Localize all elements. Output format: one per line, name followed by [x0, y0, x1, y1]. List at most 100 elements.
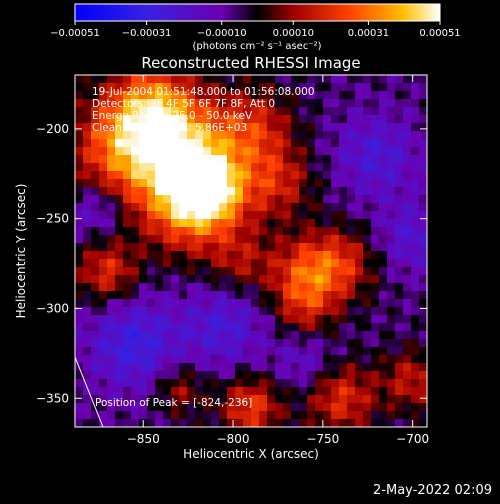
heatmap-cell [227, 387, 236, 396]
heatmap-cell [355, 315, 364, 324]
heatmap-cell [203, 211, 212, 220]
heatmap-cell [387, 75, 396, 84]
heatmap-cell [307, 275, 316, 284]
heatmap-cell [187, 163, 196, 172]
heatmap-cell [323, 139, 332, 148]
heatmap-cell [235, 131, 244, 140]
heatmap-cell [371, 355, 380, 364]
heatmap-cell [355, 419, 364, 427]
heatmap-cell [211, 235, 220, 244]
heatmap-cell [187, 315, 196, 324]
heatmap-cell [179, 419, 188, 427]
heatmap-cell [171, 187, 180, 196]
heatmap-cell [131, 75, 140, 84]
heatmap-cell [307, 307, 316, 316]
heatmap-cell [315, 243, 324, 252]
heatmap-cell [419, 387, 427, 396]
heatmap-cell [363, 219, 372, 228]
heatmap-cell [211, 411, 220, 420]
heatmap-cell [403, 275, 412, 284]
heatmap-cell [299, 395, 308, 404]
heatmap-cell [355, 403, 364, 412]
heatmap-cell [395, 187, 404, 196]
heatmap-cell [259, 347, 268, 356]
heatmap-cell [203, 139, 212, 148]
heatmap-cell [139, 355, 148, 364]
colorbar-ticks: −0.00051 −0.00031 −0.00010 0.00010 0.00031 0.… [50, 21, 461, 39]
heatmap-cell [75, 275, 84, 284]
heatmap-cell [115, 331, 124, 340]
heatmap-cell [315, 155, 324, 164]
heatmap-cell [75, 403, 84, 412]
heatmap-cell [155, 75, 164, 84]
heatmap-cell [347, 387, 356, 396]
heatmap-cell [179, 275, 188, 284]
heatmap-cell [339, 371, 348, 380]
heatmap-cell [235, 251, 244, 260]
heatmap-cell [75, 171, 84, 180]
heatmap-cell [179, 315, 188, 324]
heatmap-cell [275, 395, 284, 404]
heatmap-cell [283, 195, 292, 204]
heatmap-cell [347, 235, 356, 244]
heatmap-cell [147, 115, 156, 124]
heatmap-cell [219, 219, 228, 228]
heatmap-cell [243, 171, 252, 180]
heatmap-cell [387, 171, 396, 180]
heatmap-cell [275, 267, 284, 276]
heatmap-cell [291, 99, 300, 108]
heatmap-cell [147, 371, 156, 380]
heatmap-cell [99, 419, 108, 427]
heatmap-cell [315, 275, 324, 284]
heatmap-cell [275, 315, 284, 324]
heatmap-cell [371, 211, 380, 220]
heatmap-cell [75, 123, 84, 132]
heatmap-cell [211, 243, 220, 252]
heatmap-cell [147, 171, 156, 180]
heatmap-cell [299, 195, 308, 204]
heatmap-cell [411, 387, 420, 396]
heatmap-cell [99, 259, 108, 268]
heatmap-cell [331, 195, 340, 204]
heatmap-cell [147, 315, 156, 324]
heatmap-cell [187, 227, 196, 236]
heatmap-cell [291, 227, 300, 236]
heatmap-cell [315, 131, 324, 140]
heatmap-cell [347, 115, 356, 124]
heatmap-cell [307, 283, 316, 292]
heatmap-cell [379, 107, 388, 116]
heatmap-cell [155, 403, 164, 412]
heatmap-cell [91, 387, 100, 396]
heatmap-cell [75, 203, 84, 212]
heatmap-cell [171, 235, 180, 244]
heatmap-cell [171, 83, 180, 92]
heatmap-cell [251, 339, 260, 348]
y-tick-label: −250 [36, 212, 69, 226]
heatmap-cell [203, 115, 212, 124]
heatmap-cell [371, 315, 380, 324]
heatmap-cell [123, 267, 132, 276]
heatmap-cell [75, 251, 84, 260]
heatmap-cell [75, 315, 84, 324]
heatmap-cell [307, 331, 316, 340]
heatmap-cell [307, 403, 316, 412]
heatmap-cell [363, 411, 372, 420]
heatmap-cell [379, 403, 388, 412]
heatmap-cell [347, 139, 356, 148]
heatmap-cell [115, 75, 124, 84]
heatmap-cell [267, 83, 276, 92]
heatmap-cell [235, 307, 244, 316]
heatmap-cell [139, 307, 148, 316]
heatmap-cell [195, 363, 204, 372]
heatmap-cell [163, 131, 172, 140]
heatmap-cell [291, 131, 300, 140]
heatmap-image [75, 75, 427, 427]
heatmap-cell [275, 339, 284, 348]
heatmap-cell [195, 347, 204, 356]
heatmap-cell [275, 243, 284, 252]
heatmap-cell [275, 291, 284, 300]
heatmap-cell [123, 211, 132, 220]
heatmap-cell [323, 259, 332, 268]
heatmap-cell [179, 395, 188, 404]
heatmap-cell [227, 411, 236, 420]
